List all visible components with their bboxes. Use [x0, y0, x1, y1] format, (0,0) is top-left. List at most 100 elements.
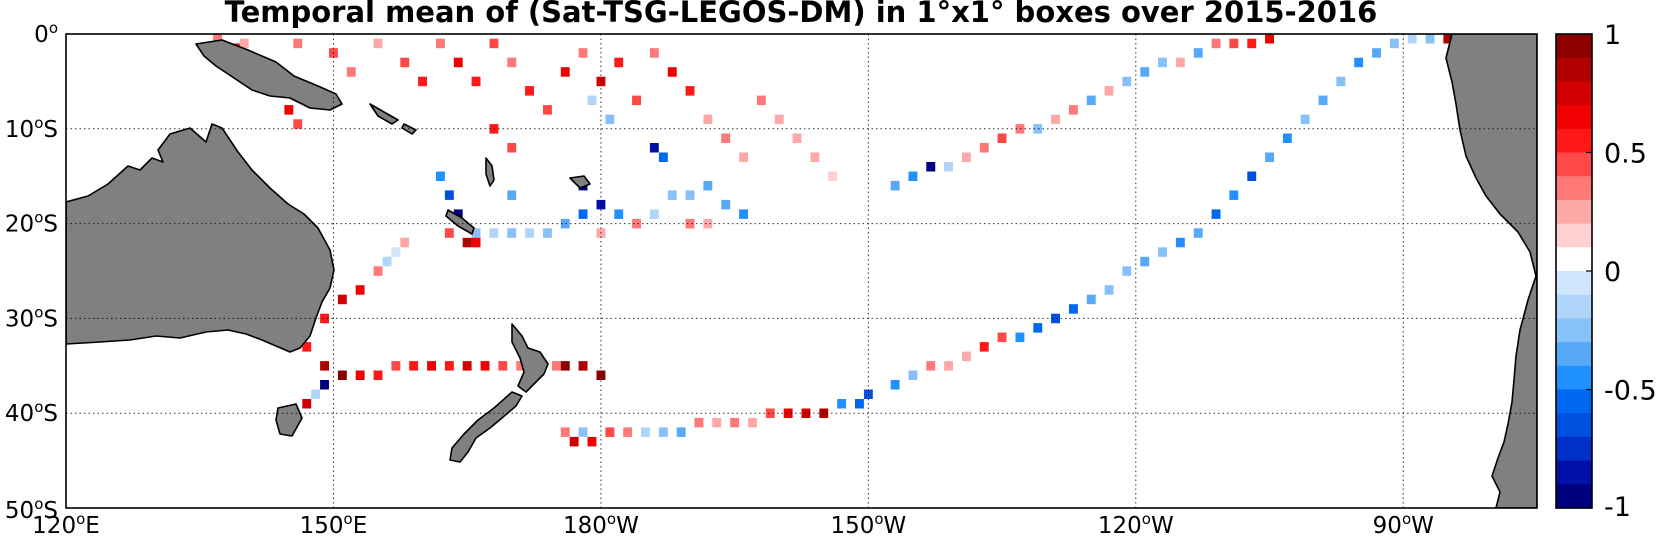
- data-cell-central-pacific: [926, 162, 936, 172]
- x-axis-ticks: 120oE 150oE 180oW 150oW 120oW 90oW: [32, 510, 1434, 539]
- colorbar-segment: [1556, 152, 1592, 177]
- data-cell-central-pacific: [1033, 124, 1043, 134]
- data-cell-pacific-warm-pool: [507, 57, 517, 68]
- data-cell-south-nz-track: [748, 417, 757, 428]
- data-cell-noumea-fiji: [471, 237, 481, 248]
- colorbar-tick-label: 0: [1604, 257, 1621, 288]
- data-cell-chile-tahiti: [979, 342, 989, 352]
- data-cell-pacific-warm-pool: [632, 95, 641, 106]
- data-cell-tasman-sea: [391, 361, 401, 371]
- data-cell-chile-tahiti: [1265, 152, 1274, 162]
- data-cell-chile-tahiti: [1033, 323, 1043, 333]
- data-cell-noumea-fiji: [578, 209, 588, 219]
- data-cell-tasman-sea: [302, 399, 312, 409]
- land-new-zealand-north: [511, 323, 549, 393]
- colorbar-segment: [1556, 34, 1592, 59]
- colorbar-segment: [1556, 81, 1592, 106]
- data-cell-noumea-fiji: [685, 218, 695, 229]
- data-cell-tasman-sea: [551, 361, 561, 371]
- colorbar-tick-label: 0.5: [1604, 139, 1647, 170]
- colorbar-segment: [1556, 199, 1592, 225]
- data-cell-south-nz-track: [712, 417, 722, 428]
- data-cell-noumea-fiji: [525, 228, 534, 238]
- data-cell-central-pacific: [1158, 57, 1167, 68]
- data-cell-south-nz-track: [676, 427, 686, 437]
- data-cell-chile-tahiti: [908, 370, 918, 380]
- data-cell-noumea-fiji: [436, 171, 445, 181]
- data-cell-central-pacific: [1193, 48, 1203, 58]
- data-cell-chile-tahiti: [944, 361, 953, 371]
- data-cell-south-nz-track: [623, 427, 633, 437]
- land-tasmania: [275, 403, 303, 437]
- data-cell-south-nz-track: [641, 427, 650, 437]
- data-cell-south-nz-track: [783, 408, 793, 418]
- data-cell-chile-tahiti: [997, 332, 1007, 343]
- land-australia: [66, 123, 335, 353]
- data-cell-pacific-warm-pool: [453, 57, 463, 68]
- colorbar-segment: [1556, 460, 1592, 485]
- colorbar-segment: [1556, 247, 1592, 272]
- data-cell-tasman-sea: [373, 370, 383, 380]
- data-cell-noumea-fiji: [471, 228, 481, 238]
- data-cell-central-pacific: [1140, 67, 1150, 77]
- x-tick-label: 120oW: [1098, 510, 1174, 539]
- data-cell-noumea-fiji: [560, 218, 570, 229]
- y-tick-label: 30oS: [5, 303, 58, 332]
- data-cell-south-nz-track: [658, 427, 668, 437]
- data-cell-east-coast-australia: [320, 313, 329, 324]
- x-tick-label: 150oW: [830, 510, 906, 539]
- data-cell-pacific-warm-pool: [489, 38, 499, 49]
- data-cell-pacific-warm-pool: [739, 152, 748, 162]
- data-cell-pacific-warm-pool: [213, 34, 222, 44]
- data-cell-south-nz-track: [569, 436, 579, 447]
- data-cell-pacific-warm-pool: [792, 133, 802, 143]
- data-cell-chile-tahiti: [1140, 256, 1150, 267]
- data-cell-noumea-fiji: [632, 218, 641, 229]
- map-plot-area: [65, 33, 1538, 509]
- data-cell-south-nz-track: [694, 417, 704, 428]
- colorbar-tick-label: -0.5: [1604, 376, 1657, 407]
- land-masses: [66, 34, 1537, 508]
- data-cell-tasman-sea: [337, 370, 347, 380]
- data-cell-central-pacific: [962, 152, 971, 162]
- y-tick-label: 10oS: [5, 114, 58, 143]
- data-cell-south-nz-track: [587, 436, 597, 447]
- data-cell-tasman-sea: [409, 361, 419, 371]
- data-cell-east-coast-australia: [400, 237, 410, 248]
- data-cell-south-nz-track: [730, 417, 740, 428]
- data-cell-tasman-sea: [311, 389, 321, 399]
- land-solomon-islands: [369, 103, 417, 135]
- data-cell-pacific-warm-pool: [578, 48, 588, 58]
- data-cell-pacific-warm-pool: [507, 143, 517, 153]
- data-cell-chile-tahiti: [1086, 294, 1096, 305]
- y-tick-label: 20oS: [5, 209, 58, 238]
- land-new-caledonia: [445, 209, 475, 235]
- data-cell-central-pacific: [1015, 124, 1025, 134]
- data-cell-pacific-warm-pool: [560, 67, 570, 77]
- data-cell-noumea-fiji: [462, 237, 472, 248]
- data-cell-tasman-sea: [498, 361, 508, 371]
- colorbar-segment: [1556, 294, 1592, 319]
- data-cell-central-pacific: [1069, 105, 1078, 115]
- data-cell-tasman-sea: [516, 361, 526, 371]
- colorbar-segment: [1556, 128, 1592, 154]
- data-cell-noumea-fiji: [543, 228, 552, 238]
- data-cell-tasman-sea: [320, 380, 329, 390]
- data-cell-chile-tahiti: [926, 361, 936, 371]
- data-cell-pacific-warm-pool: [703, 114, 713, 125]
- data-cell-pacific-warm-pool: [649, 48, 659, 58]
- colorbar-segment: [1556, 318, 1592, 343]
- data-cell-chile-tahiti: [1211, 209, 1221, 219]
- data-cell-east-coast-australia: [382, 256, 392, 267]
- data-cell-noumea-fiji: [453, 209, 463, 219]
- land-new-guinea: [195, 39, 343, 111]
- data-cell-noumea-fiji: [614, 209, 624, 219]
- data-cell-tasman-sea: [480, 361, 490, 371]
- data-cell-chile-tahiti: [1229, 190, 1239, 200]
- data-cell-chile-tahiti: [1372, 48, 1381, 58]
- colorbar-segment: [1556, 436, 1592, 462]
- colorbar-segment: [1556, 223, 1592, 248]
- land-south-america: [1445, 34, 1537, 508]
- colorbar-segment: [1556, 57, 1592, 82]
- data-cell-pacific-warm-pool: [810, 152, 820, 162]
